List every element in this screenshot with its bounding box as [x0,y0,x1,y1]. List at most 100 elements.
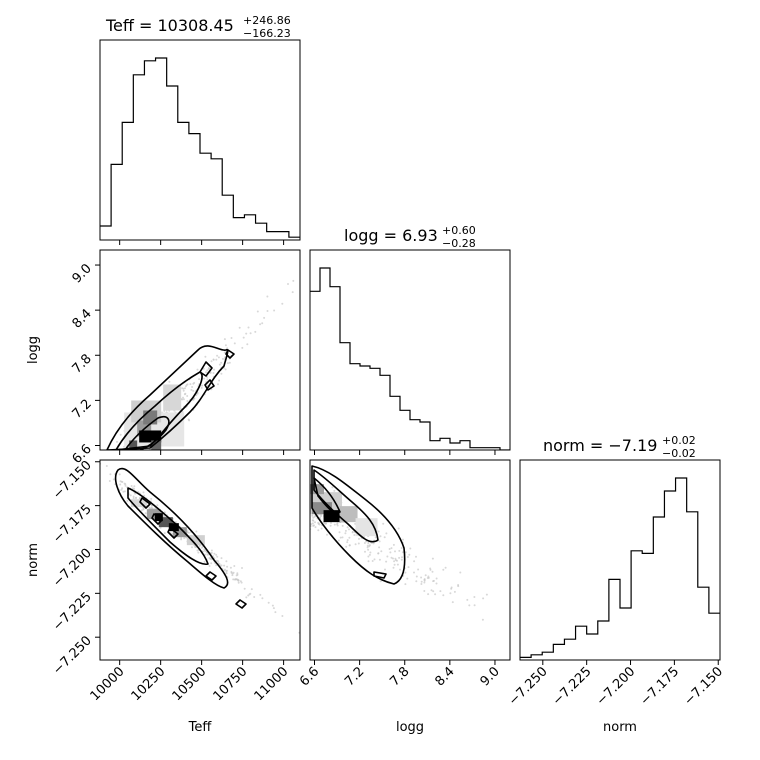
logg-teff-sample-point [122,464,124,466]
norm-teff-sample-point [119,480,122,483]
norm-vs-teff-panel [100,462,300,634]
x-tick-label-teff: 10750 [211,664,251,704]
norm-logg-sample-point [401,556,403,559]
norm-teff-sample-point [163,532,166,535]
norm-logg-sample-point [333,489,336,492]
norm-logg-sample-point [442,568,445,571]
norm-teff-sample-point [243,587,246,590]
norm-title-minus: −0.02 [662,447,696,460]
norm-teff-density-cell [172,527,187,538]
norm-teff-sample-point [191,546,193,549]
norm-logg-sample-point [423,578,426,581]
norm-logg-sample-point [317,529,320,532]
norm-logg-sample-point [336,522,339,525]
norm-teff-sample-point [245,596,248,599]
norm-logg-sample-point [400,547,403,549]
norm-logg-sample-point [406,556,409,558]
logg-teff-sample-point [134,450,136,452]
norm-hist-steps [520,477,720,658]
norm-logg-sample-point [374,536,377,539]
norm-teff-sample-point [119,483,122,486]
norm-logg-sample-point [301,502,303,504]
logg-teff-sample-point [122,456,124,458]
norm-logg-sample-point [392,557,394,560]
norm-logg-sample-point [306,516,308,518]
norm-logg-sample-point [386,555,389,558]
norm-logg-sample-point [301,523,303,525]
norm-logg-sample-point [310,523,313,526]
norm-logg-sample-point [337,539,340,542]
norm-teff-sample-point [129,494,132,497]
logg-title-plus: +0.60 [442,224,476,237]
norm-logg-sample-point [289,478,291,480]
x-axis-label-logg: logg [396,720,424,735]
logg-teff-sample-point [230,337,233,339]
norm-teff-sample-point [112,478,115,481]
logg-teff-sample-point [142,463,144,465]
logg-teff-sample-point [137,457,139,459]
norm-teff-sample-point [229,566,232,569]
norm-teff-sample-point [105,465,108,467]
norm-logg-contour [313,477,341,514]
logg-teff-sample-point [145,454,147,456]
norm-teff-sample-point [253,596,256,598]
logg-teff-sample-point [184,392,187,395]
norm-logg-sample-point [450,586,453,589]
norm-logg-sample-point [345,545,348,548]
x-tick-label-teff: 10250 [129,664,169,704]
norm-teff-sample-point [232,571,235,574]
logg-teff-sample-point [217,356,220,359]
logg-teff-sample-point [186,383,189,386]
norm-teff-sample-point [210,562,213,565]
logg-teff-sample-point [125,450,127,452]
logg-teff-sample-point [246,343,249,346]
logg-teff-sample-point [127,476,129,478]
x-tick-label-logg: 7.2 [342,664,367,689]
logg-teff-sample-point [138,452,140,454]
norm-logg-sample-point [274,496,276,498]
norm-logg-sample-point [341,524,344,527]
norm-logg-sample-point [367,555,370,558]
x-tick-label-teff: 11000 [252,664,292,704]
norm-teff-sample-point [150,497,153,500]
norm-logg-sample-point [423,581,426,584]
norm-teff-sample-point [144,512,147,515]
norm-logg-sample-point [385,560,388,563]
norm-teff-sample-point [198,545,201,547]
norm-logg-sample-point [482,597,485,600]
norm-teff-contour [139,497,151,509]
logg-teff-sample-point [124,454,126,456]
norm-logg-sample-point [408,553,411,556]
norm-teff-sample-point [186,531,189,533]
logg-teff-sample-point [247,326,250,329]
norm-logg-sample-point [394,559,397,562]
norm-logg-sample-point [306,504,308,506]
logg-teff-sample-point [127,455,129,457]
norm-teff-sample-point [210,549,213,552]
logg-teff-sample-point [124,457,126,459]
norm-logg-sample-point [296,509,298,511]
logg-teff-sample-point [184,387,186,390]
norm-logg-sample-point [392,566,395,569]
norm-title-main: norm = −7.19 [543,436,657,455]
norm-logg-sample-point [457,584,460,586]
norm-teff-sample-point [215,564,218,567]
logg-teff-sample-point [181,387,184,390]
norm-logg-sample-point [329,524,332,527]
x-tick-label-teff: 10500 [170,664,210,704]
norm-vs-logg-panel [274,465,488,621]
norm-teff-sample-point [159,526,162,529]
norm-teff-density-cell [130,499,147,508]
norm-logg-sample-point [314,521,316,524]
panel-frame-norm-logg [309,459,511,661]
logg-teff-sample-point [131,461,133,463]
logg-teff-sample-point [127,465,129,467]
logg-teff-sample-point [261,322,264,325]
norm-logg-sample-point [304,493,306,495]
norm-logg-sample-point [420,583,423,585]
norm-teff-sample-point [213,552,216,555]
logg-teff-sample-point [110,466,112,468]
norm-logg-sample-point [318,523,321,526]
norm-logg-sample-point [399,568,401,571]
norm-logg-sample-point [382,522,385,525]
